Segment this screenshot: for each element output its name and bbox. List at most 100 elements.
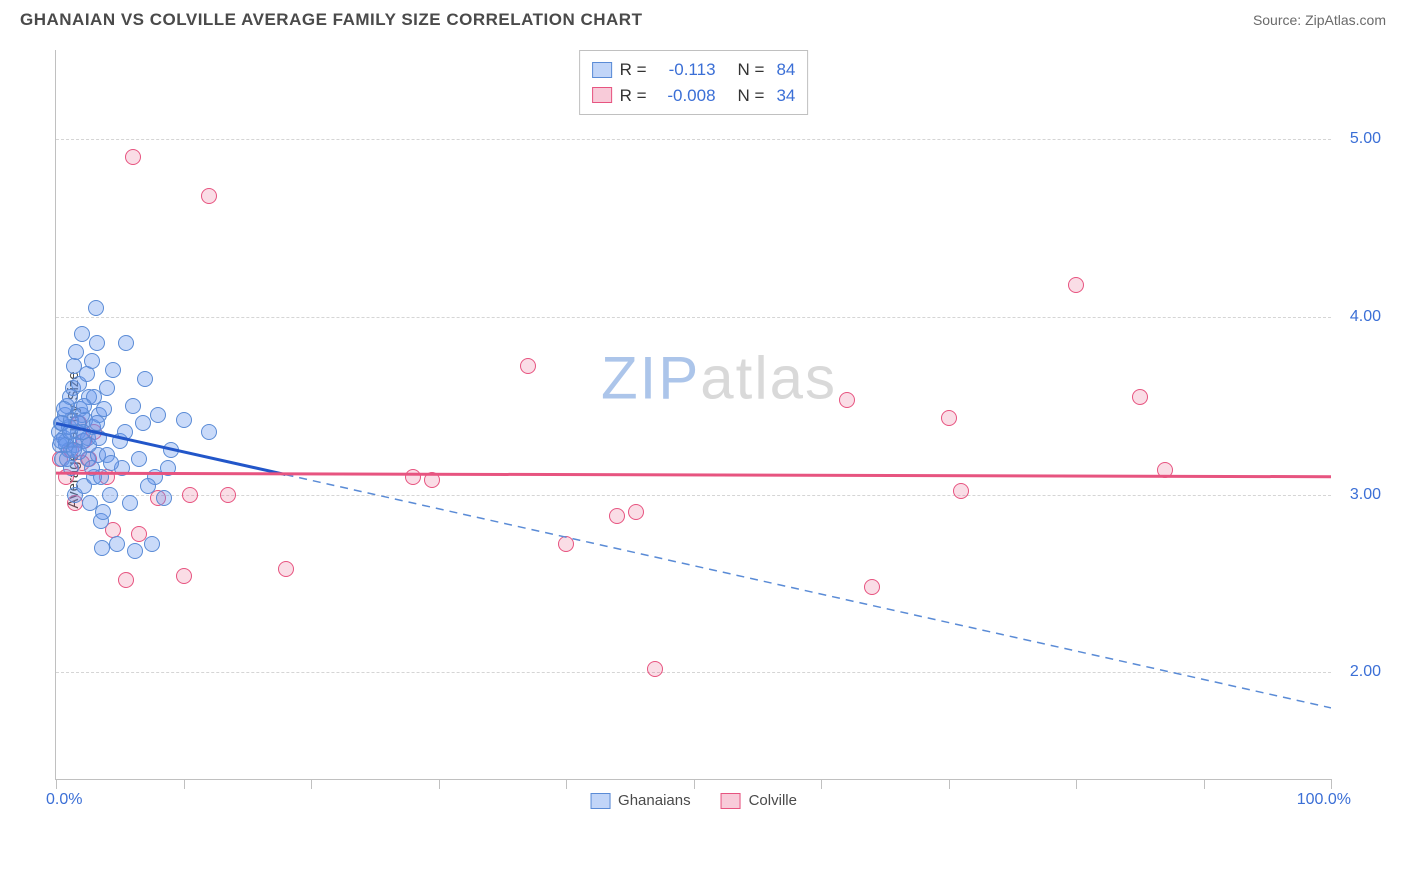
legend-series: Ghanaians Colville — [590, 792, 797, 809]
legend-n-value: 84 — [776, 57, 795, 83]
data-point-colville — [1068, 277, 1084, 293]
trend-lines-svg — [56, 50, 1331, 779]
y-tick-label: 4.00 — [1350, 308, 1381, 326]
legend-correlation-row: R = -0.113 N = 84 — [592, 57, 796, 83]
gridline — [56, 495, 1331, 496]
data-point-colville — [176, 568, 192, 584]
data-point-colville — [558, 536, 574, 552]
data-point-colville — [118, 572, 134, 588]
legend-correlation: R = -0.113 N = 84 R = -0.008 N = 34 — [579, 50, 809, 115]
legend-n-label: N = — [738, 83, 765, 109]
data-point-ghanaians — [176, 412, 192, 428]
legend-r-label: R = — [620, 57, 647, 83]
chart-header: GHANAIAN VS COLVILLE AVERAGE FAMILY SIZE… — [0, 0, 1406, 35]
data-point-ghanaians — [95, 504, 111, 520]
data-point-ghanaians — [109, 536, 125, 552]
data-point-ghanaians — [84, 353, 100, 369]
data-point-ghanaians — [135, 415, 151, 431]
watermark-zip: ZIP — [601, 345, 700, 412]
y-tick-label: 2.00 — [1350, 663, 1381, 681]
legend-series-label: Ghanaians — [618, 792, 691, 809]
data-point-ghanaians — [127, 543, 143, 559]
data-point-ghanaians — [160, 460, 176, 476]
data-point-ghanaians — [156, 490, 172, 506]
x-tick — [311, 779, 312, 789]
data-point-colville — [220, 487, 236, 503]
data-point-ghanaians — [103, 455, 119, 471]
data-point-colville — [953, 483, 969, 499]
data-point-colville — [1132, 389, 1148, 405]
gridline — [56, 139, 1331, 140]
data-point-ghanaians — [66, 442, 82, 458]
data-point-colville — [278, 561, 294, 577]
y-tick-label: 3.00 — [1350, 486, 1381, 504]
data-point-colville — [647, 661, 663, 677]
data-point-ghanaians — [84, 460, 100, 476]
legend-swatch-blue — [590, 793, 610, 809]
legend-r-value: -0.113 — [661, 57, 716, 83]
data-point-colville — [628, 504, 644, 520]
data-point-ghanaians — [137, 371, 153, 387]
data-point-colville — [941, 410, 957, 426]
data-point-ghanaians — [144, 536, 160, 552]
x-tick — [694, 779, 695, 789]
data-point-colville — [839, 392, 855, 408]
x-tick — [949, 779, 950, 789]
watermark: ZIPatlas — [601, 344, 837, 413]
data-point-ghanaians — [91, 430, 107, 446]
x-axis-label-min: 0.0% — [46, 791, 82, 809]
data-point-ghanaians — [76, 398, 92, 414]
data-point-ghanaians — [122, 495, 138, 511]
data-point-ghanaians — [201, 424, 217, 440]
data-point-colville — [424, 472, 440, 488]
legend-series-item: Ghanaians — [590, 792, 691, 809]
gridline — [56, 672, 1331, 673]
data-point-colville — [182, 487, 198, 503]
x-tick — [1076, 779, 1077, 789]
legend-r-value: -0.008 — [661, 83, 716, 109]
plot-area: ZIPatlas R =-0.113N =84R =-0.008N =34 0.… — [55, 50, 1331, 780]
legend-swatch-pink — [721, 793, 741, 809]
x-tick — [1204, 779, 1205, 789]
legend-swatch-pink — [592, 87, 612, 103]
x-tick — [184, 779, 185, 789]
data-point-colville — [201, 188, 217, 204]
data-point-colville — [405, 469, 421, 485]
legend-n-label: N = — [738, 57, 765, 83]
data-point-ghanaians — [89, 335, 105, 351]
x-tick — [439, 779, 440, 789]
trend-line-colville — [56, 473, 1331, 477]
legend-series-label: Colville — [749, 792, 797, 809]
gridline — [56, 317, 1331, 318]
legend-r-label: R = — [620, 83, 647, 109]
data-point-ghanaians — [125, 398, 141, 414]
legend-swatch-blue — [592, 62, 612, 78]
y-tick-label: 5.00 — [1350, 130, 1381, 148]
watermark-atlas: atlas — [700, 345, 837, 412]
x-axis-label-max: 100.0% — [1297, 791, 1351, 809]
chart-container: Average Family Size ZIPatlas R =-0.113N … — [10, 45, 1386, 835]
data-point-ghanaians — [131, 451, 147, 467]
data-point-colville — [1157, 462, 1173, 478]
data-point-ghanaians — [74, 326, 90, 342]
data-point-ghanaians — [117, 424, 133, 440]
data-point-ghanaians — [140, 478, 156, 494]
chart-title: GHANAIAN VS COLVILLE AVERAGE FAMILY SIZE… — [20, 10, 642, 30]
legend-series-item: Colville — [721, 792, 797, 809]
data-point-ghanaians — [102, 487, 118, 503]
data-point-ghanaians — [68, 344, 84, 360]
data-point-ghanaians — [163, 442, 179, 458]
data-point-ghanaians — [118, 335, 134, 351]
data-point-colville — [520, 358, 536, 374]
data-point-colville — [125, 149, 141, 165]
x-tick — [566, 779, 567, 789]
data-point-ghanaians — [150, 407, 166, 423]
legend-n-value: 34 — [776, 83, 795, 109]
chart-source: Source: ZipAtlas.com — [1253, 12, 1386, 28]
data-point-ghanaians — [94, 540, 110, 556]
data-point-colville — [864, 579, 880, 595]
x-tick — [821, 779, 822, 789]
legend-correlation-row: R = -0.008 N = 34 — [592, 83, 796, 109]
x-tick — [1331, 779, 1332, 789]
data-point-ghanaians — [56, 401, 72, 417]
